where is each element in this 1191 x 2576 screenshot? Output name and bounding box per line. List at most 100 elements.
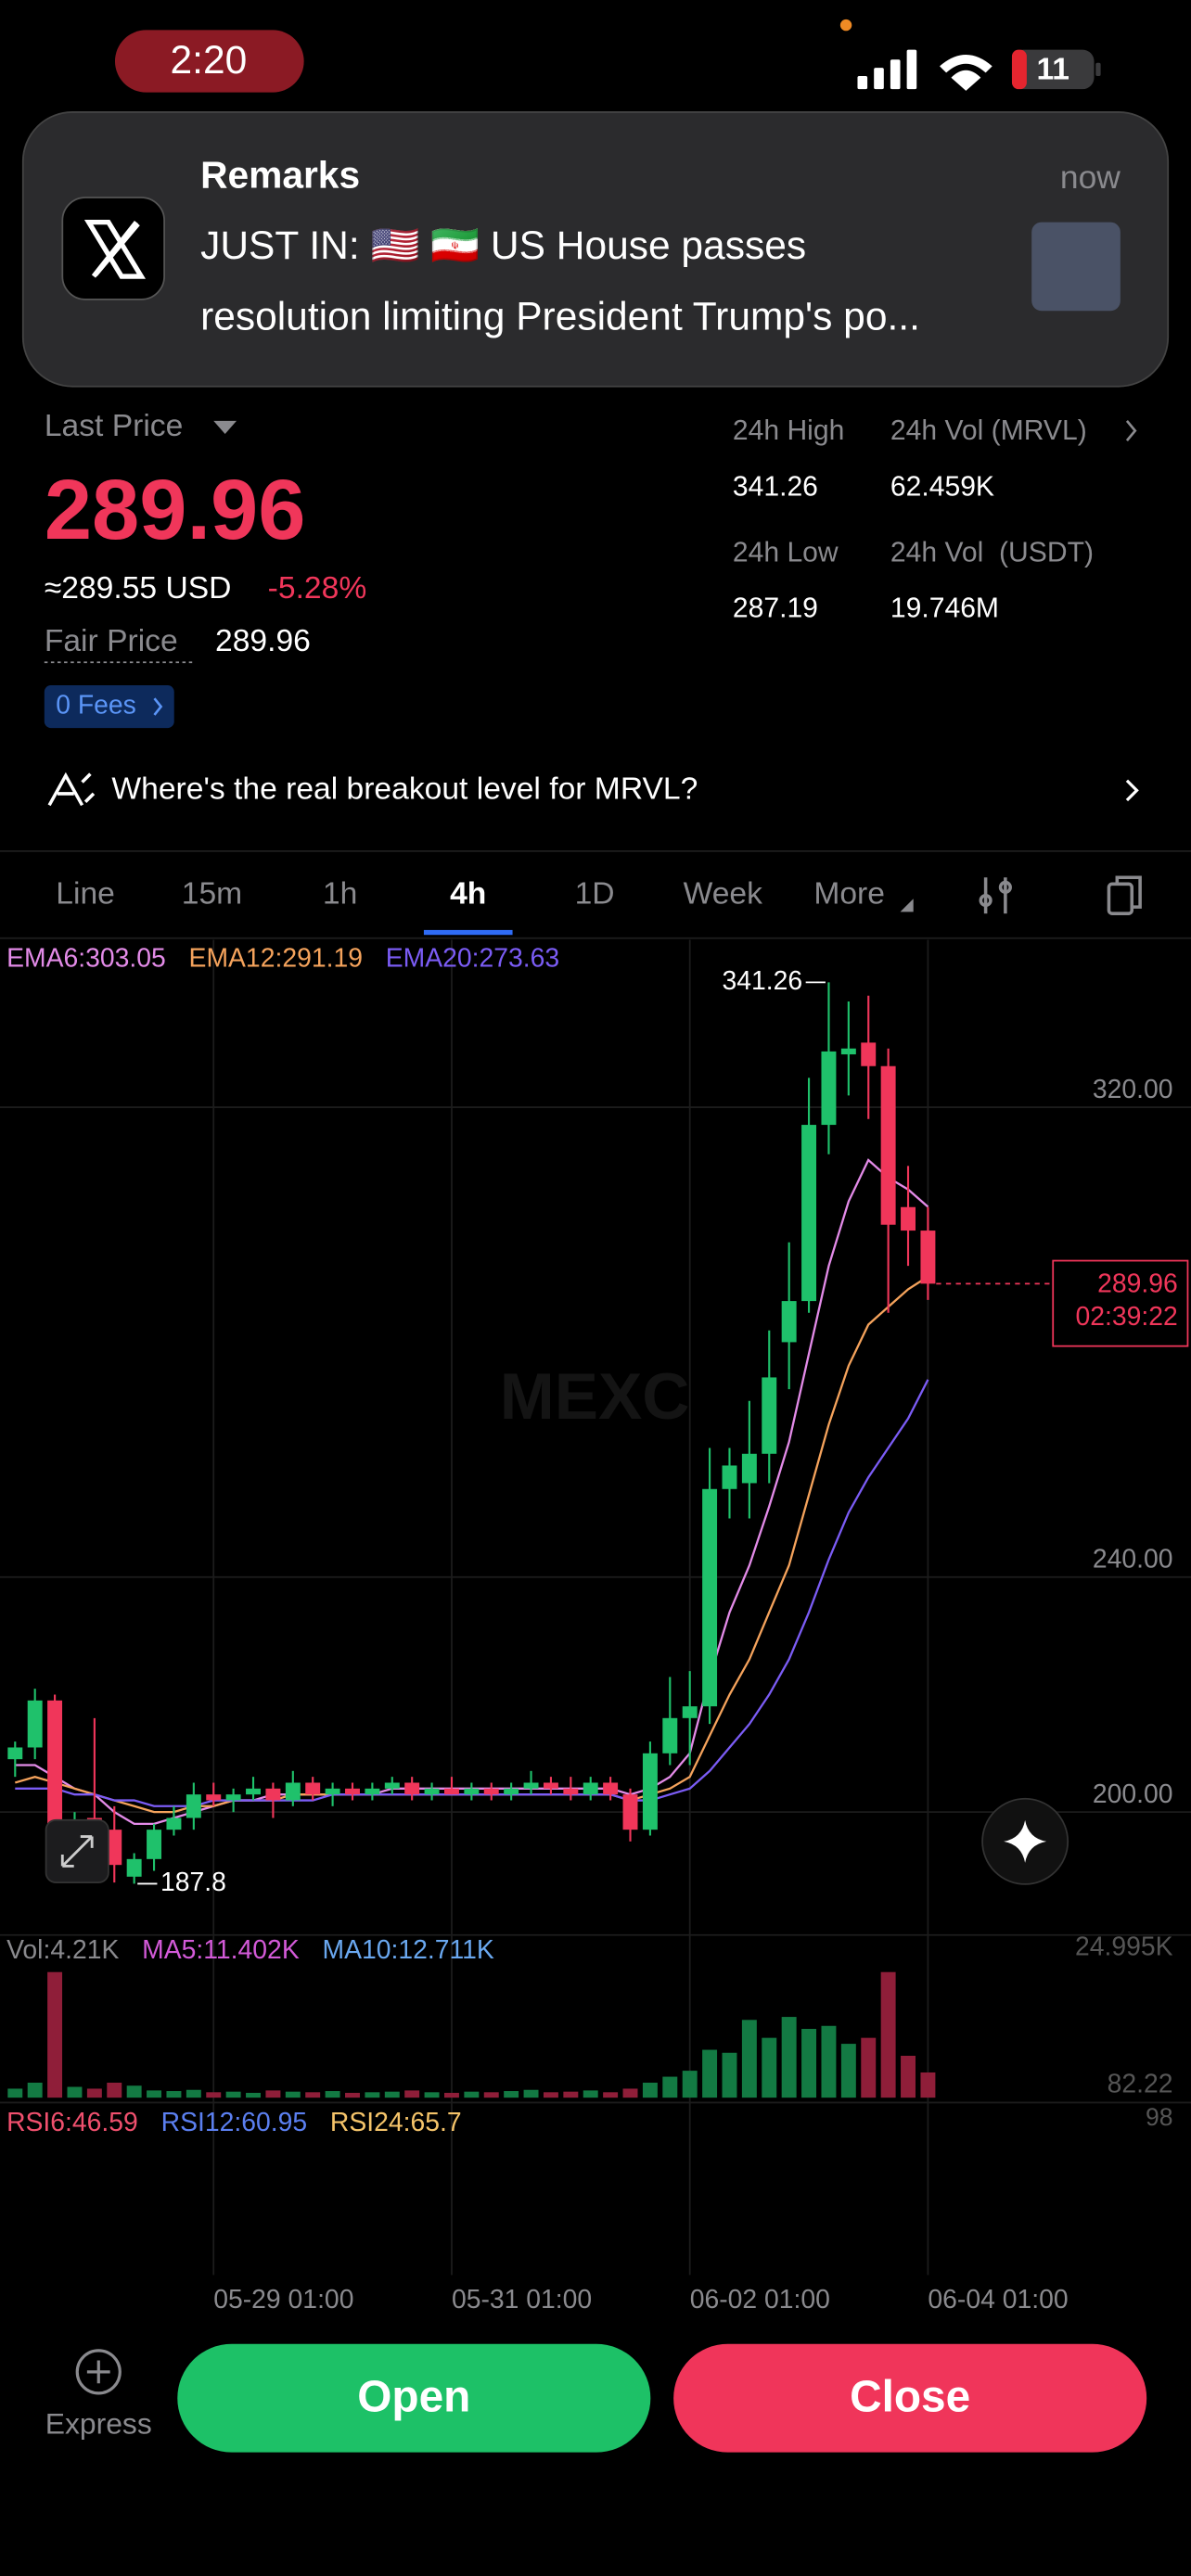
- signal-icon: [857, 49, 917, 90]
- status-time: 2:20: [171, 39, 248, 83]
- candle-body: [722, 1465, 737, 1489]
- volume-bar: [147, 2090, 162, 2098]
- volume-bar: [722, 2052, 737, 2098]
- candle-body: [682, 1706, 698, 1718]
- legend-entry: EMA20:273.63: [386, 943, 559, 973]
- open-label: Open: [357, 2373, 470, 2422]
- candle-body: [47, 1700, 63, 1836]
- stat-label: 24h High: [733, 415, 844, 446]
- dropdown-caret: [213, 420, 237, 435]
- volume-bar: [443, 2092, 459, 2098]
- notification-time: now: [1060, 159, 1121, 196]
- usd-price: ≈289.55 USD: [45, 571, 232, 606]
- volume-bar: [305, 2092, 321, 2098]
- volume-bar: [166, 2091, 182, 2098]
- high-label: 341.26: [722, 966, 802, 996]
- volume-bar: [781, 2017, 797, 2098]
- legend-entry: Vol:4.21K: [6, 1935, 119, 1965]
- layout-icon[interactable]: [1107, 875, 1142, 915]
- tab[interactable]: 4h: [450, 877, 486, 912]
- candle-body: [404, 1782, 420, 1795]
- tab[interactable]: 15m: [182, 877, 242, 912]
- candle-body: [781, 1301, 797, 1343]
- candle-body: [840, 1048, 856, 1055]
- tab[interactable]: 1D: [575, 877, 615, 912]
- legend-entry: MA10:12.711K: [323, 1935, 494, 1965]
- volume-bar: [47, 1971, 63, 2098]
- fees-badge[interactable]: [44, 685, 174, 729]
- stat-label[interactable]: 24h Vol (MRVL): [890, 415, 1087, 446]
- tab[interactable]: 1h: [323, 877, 357, 912]
- volume-bar: [901, 2055, 916, 2098]
- volume-bar: [762, 2037, 777, 2098]
- price-label[interactable]: Last Price: [45, 409, 184, 443]
- candle-body: [7, 1747, 23, 1760]
- last-price: 289.96: [45, 462, 306, 557]
- tab[interactable]: More: [813, 877, 885, 912]
- notification-title: Remarks: [200, 154, 360, 197]
- ai-prompt[interactable]: Where's the real breakout level for MRVL…: [111, 772, 698, 806]
- candle-body: [762, 1377, 777, 1454]
- volume-bar: [365, 2092, 380, 2098]
- fees-text: 0 Fees: [56, 691, 136, 721]
- volume-bar: [265, 2090, 281, 2098]
- tab[interactable]: Line: [56, 877, 115, 912]
- open-button[interactable]: [177, 2343, 651, 2453]
- candle-body: [305, 1782, 321, 1795]
- candle-body: [901, 1206, 916, 1231]
- notification-line: resolution limiting President Trump's po…: [200, 295, 920, 338]
- volume-axis-label: 24.995K: [1075, 1932, 1173, 1961]
- star-icon: [1004, 1819, 1047, 1863]
- volume-bar: [861, 2037, 877, 2098]
- candle-body: [662, 1717, 678, 1753]
- time-pill: [114, 30, 304, 93]
- watermark: MEXC: [500, 1360, 690, 1434]
- tab[interactable]: Week: [684, 877, 763, 912]
- chart: MEXC 05-29 01:00 05-31 01:00 06-02 01:00 06-…: [0, 939, 1191, 2315]
- active-tab-indicator: [423, 929, 513, 936]
- candle-body: [126, 1858, 142, 1877]
- express-label[interactable]: Express: [45, 2407, 152, 2441]
- y-tick-label: 320.00: [1093, 1075, 1173, 1104]
- x-tick-label: 05-29 01:00: [213, 2285, 353, 2315]
- candle-body: [384, 1782, 400, 1789]
- fair-price-label: Fair Price: [45, 624, 178, 658]
- volume-bar: [563, 2091, 579, 2098]
- settings-icon[interactable]: [979, 877, 1012, 914]
- volume-bar: [86, 2088, 102, 2098]
- volume-bar: [523, 2089, 539, 2098]
- stat-label: 24h Vol (USDT): [890, 537, 1094, 567]
- price-change: -5.28%: [268, 571, 367, 606]
- price-tag: [1052, 1259, 1189, 1347]
- candle-body: [225, 1794, 241, 1801]
- volume-bar: [285, 2091, 301, 2098]
- candle-body: [285, 1782, 301, 1801]
- volume-bar: [920, 2072, 936, 2098]
- stat-value: 19.746M: [890, 593, 999, 624]
- low-label: 187.8: [160, 1868, 226, 1897]
- legend-entry: MA5:11.402K: [142, 1935, 300, 1965]
- volume-bar: [702, 2049, 718, 2098]
- price-tag-countdown: 02:39:22: [1076, 1302, 1178, 1332]
- stat-value: 287.19: [733, 593, 818, 624]
- candle-body: [107, 1830, 122, 1866]
- volume-bar: [464, 2091, 480, 2098]
- candle-body: [821, 1051, 837, 1126]
- close-label: Close: [850, 2373, 970, 2422]
- close-button[interactable]: [673, 2343, 1147, 2453]
- express-icon[interactable]: [75, 2349, 122, 2395]
- candle-body: [206, 1794, 222, 1801]
- volume-bar: [27, 2083, 43, 2098]
- candle-body: [483, 1788, 499, 1795]
- more-caret: [900, 899, 914, 912]
- volume-bar: [622, 2088, 638, 2098]
- volume-bar: [801, 2028, 817, 2098]
- volume-bar: [642, 2083, 658, 2098]
- candle-body: [920, 1231, 936, 1284]
- fair-price: 289.96: [215, 624, 311, 658]
- ai-icon: [47, 772, 96, 807]
- notification[interactable]: [21, 111, 1170, 388]
- x-tick-label: 05-31 01:00: [452, 2285, 592, 2315]
- candle-body: [523, 1782, 539, 1789]
